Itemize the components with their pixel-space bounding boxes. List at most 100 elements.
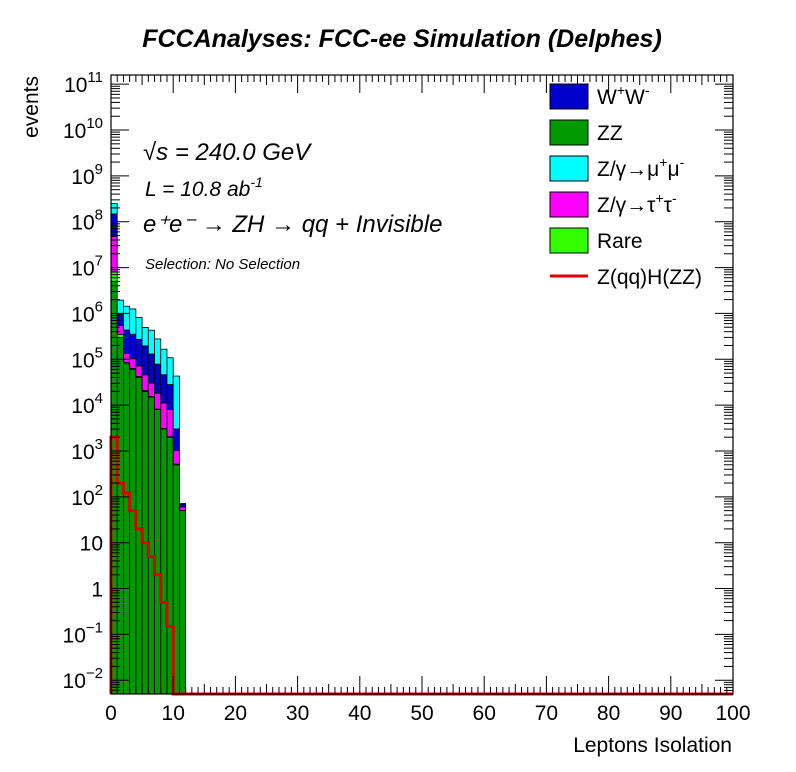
bar-z--bin-5 bbox=[141, 326, 149, 347]
sqrts-symbol: √s bbox=[143, 139, 168, 166]
bar-w-w--bin-8 bbox=[160, 374, 168, 404]
bar-rare-bin-0 bbox=[110, 271, 118, 282]
bar-w-w--bin-6 bbox=[147, 353, 155, 384]
bar-z--bin-3 bbox=[129, 358, 137, 369]
y-axis-label: events bbox=[20, 76, 43, 138]
bar-z--bin-5 bbox=[141, 374, 149, 391]
legend-entry: ZZ bbox=[549, 119, 623, 146]
x-tick-label: 20 bbox=[224, 702, 247, 725]
x-tick-label: 10 bbox=[162, 702, 185, 725]
tick-labels: 0 10 20 30 40 50 60 70 80 90 100 1011 1010 109 108 107 1… bbox=[63, 69, 751, 725]
bar-w-w--bin-11 bbox=[179, 503, 187, 508]
bar-zz-bin-11 bbox=[179, 510, 187, 695]
y-tick-label: 1010 bbox=[63, 115, 103, 143]
x-tick-label: 50 bbox=[410, 702, 433, 725]
y-tick-label: 109 bbox=[71, 161, 103, 189]
bar-z--bin-8 bbox=[160, 348, 168, 376]
bar-z--bin-4 bbox=[135, 316, 143, 340]
bar-z--bin-6 bbox=[147, 382, 155, 397]
x-tick-label: 0 bbox=[105, 702, 117, 725]
bar-w-w--bin-9 bbox=[166, 384, 174, 410]
bar-w-w--bin-7 bbox=[154, 363, 162, 394]
x-tick-label: 80 bbox=[597, 702, 620, 725]
bar-z--bin-9 bbox=[166, 409, 174, 438]
legend-swatch bbox=[549, 155, 589, 182]
bar-w-w--bin-5 bbox=[141, 345, 149, 376]
y-tick-label: 103 bbox=[71, 436, 103, 464]
bar-zz-bin-3 bbox=[129, 369, 137, 695]
legend-swatch bbox=[549, 191, 589, 218]
bar-z--bin-8 bbox=[160, 402, 168, 429]
process-label: e⁺e⁻ → ZH → qq + Invisible bbox=[143, 211, 442, 238]
stacked-bars bbox=[110, 203, 187, 695]
y-tick-label: 107 bbox=[71, 253, 103, 281]
x-tick-label: 70 bbox=[535, 702, 558, 725]
bar-z--bin-3 bbox=[129, 308, 137, 335]
bar-zz-bin-7 bbox=[154, 409, 162, 695]
sqrts-value: = 240.0 GeV bbox=[168, 139, 312, 166]
y-tick-label: 10−1 bbox=[63, 619, 103, 647]
y-tick-label: 108 bbox=[71, 207, 103, 235]
bar-z--bin-2 bbox=[123, 352, 131, 363]
x-tick-label: 40 bbox=[348, 702, 371, 725]
lumi-exponent: -1 bbox=[250, 174, 262, 190]
selection-label: Selection: No Selection bbox=[145, 256, 300, 273]
axes bbox=[110, 74, 734, 695]
legend-swatch bbox=[549, 119, 589, 146]
bar-z--bin-7 bbox=[154, 338, 162, 365]
bar-w-w--bin-3 bbox=[129, 333, 137, 360]
bar-z--bin-7 bbox=[154, 392, 162, 410]
bar-zz-bin-2 bbox=[123, 363, 131, 695]
bar-w-w--bin-2 bbox=[123, 329, 131, 354]
y-tick-label: 105 bbox=[71, 344, 103, 372]
bar-z--bin-10 bbox=[172, 450, 180, 465]
bar-z--bin-0 bbox=[110, 203, 118, 215]
y-tick-label: 1 bbox=[91, 579, 103, 602]
legend-label: Z/γ→μ+μ- bbox=[597, 154, 685, 181]
legend-label: Z(qq)H(ZZ) bbox=[597, 266, 702, 289]
chart-title: FCCAnalyses: FCC-ee Simulation (Delphes) bbox=[142, 25, 662, 53]
x-tick-label: 30 bbox=[286, 702, 309, 725]
bar-z--bin-11 bbox=[179, 506, 187, 511]
legend-label: ZZ bbox=[597, 122, 623, 145]
legend-entry: Z(qq)H(ZZ) bbox=[550, 266, 702, 289]
x-tick-label: 100 bbox=[715, 702, 750, 725]
x-axis-label: Leptons Isolation bbox=[573, 734, 732, 757]
legend-entry: Z/γ→μ+μ- bbox=[549, 154, 685, 182]
signal-curve bbox=[109, 435, 733, 696]
bar-z--bin-1 bbox=[116, 324, 124, 335]
y-tick-label: 102 bbox=[71, 482, 103, 510]
bar-z--bin-10 bbox=[172, 375, 180, 430]
signal-line-zqq-hzz bbox=[109, 435, 733, 696]
legend-entry: Z/γ→τ+τ- bbox=[549, 190, 677, 218]
bar-z--bin-4 bbox=[135, 365, 143, 377]
bar-w-w--bin-4 bbox=[135, 338, 143, 367]
bar-w-w--bin-10 bbox=[172, 428, 180, 451]
legend-label: Z/γ→τ+τ- bbox=[597, 190, 677, 217]
legend-label: Rare bbox=[597, 230, 643, 253]
x-tick-label: 90 bbox=[659, 702, 682, 725]
annotations: √s = 240.0 GeV L = 10.8 ab-1 e⁺e⁻ → ZH →… bbox=[143, 139, 442, 273]
legend-swatch bbox=[549, 83, 589, 110]
lumi-text: L = 10.8 ab bbox=[145, 178, 251, 201]
y-tick-label: 10 bbox=[80, 533, 103, 556]
legend-entry: Rare bbox=[549, 227, 643, 254]
legend-entry: W+W- bbox=[549, 82, 650, 110]
bar-z--bin-9 bbox=[166, 357, 174, 385]
y-tick-label: 104 bbox=[71, 390, 103, 418]
lumi-label: L = 10.8 ab-1 bbox=[145, 174, 263, 201]
bar-z--bin-2 bbox=[123, 305, 131, 331]
y-tick-label: 10−2 bbox=[63, 665, 103, 693]
legend: W+W- ZZ Z/γ→μ+μ- Z/γ→τ+τ- Rare Z(qq)H(ZZ) bbox=[549, 82, 702, 289]
legend-swatch bbox=[549, 227, 589, 254]
sqrts-label: √s = 240.0 GeV bbox=[143, 139, 312, 166]
bar-zz-bin-8 bbox=[160, 428, 168, 695]
legend-label: W+W- bbox=[597, 82, 650, 109]
y-tick-label: 1011 bbox=[64, 69, 103, 97]
y-tick-label: 106 bbox=[71, 298, 103, 326]
x-tick-label: 60 bbox=[473, 702, 496, 725]
bar-w-w--bin-0 bbox=[110, 213, 118, 237]
bar-z--bin-6 bbox=[147, 329, 155, 355]
bar-z--bin-1 bbox=[116, 299, 124, 315]
